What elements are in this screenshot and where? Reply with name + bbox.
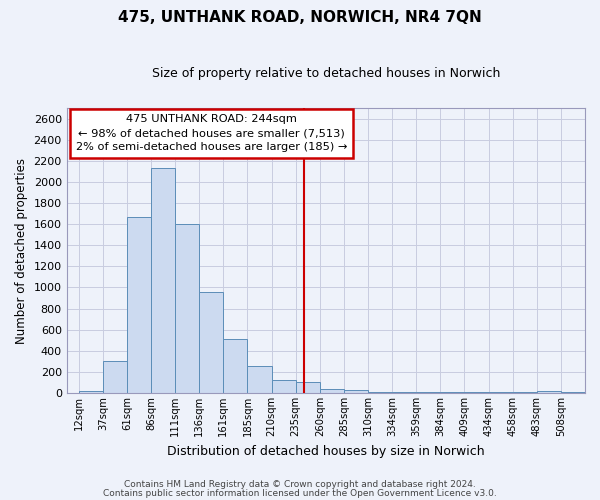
X-axis label: Distribution of detached houses by size in Norwich: Distribution of detached houses by size … bbox=[167, 444, 485, 458]
Bar bbox=[223, 339, 247, 393]
Bar bbox=[296, 382, 320, 393]
Text: 475 UNTHANK ROAD: 244sqm
← 98% of detached houses are smaller (7,513)
2% of semi: 475 UNTHANK ROAD: 244sqm ← 98% of detach… bbox=[76, 114, 347, 152]
Bar bbox=[79, 391, 103, 393]
Bar bbox=[368, 392, 392, 393]
Bar bbox=[392, 392, 416, 393]
Bar bbox=[537, 391, 561, 393]
Text: Contains public sector information licensed under the Open Government Licence v3: Contains public sector information licen… bbox=[103, 490, 497, 498]
Y-axis label: Number of detached properties: Number of detached properties bbox=[15, 158, 28, 344]
Bar bbox=[127, 217, 151, 393]
Bar bbox=[103, 362, 127, 393]
Text: 475, UNTHANK ROAD, NORWICH, NR4 7QN: 475, UNTHANK ROAD, NORWICH, NR4 7QN bbox=[118, 10, 482, 25]
Bar bbox=[175, 224, 199, 393]
Bar bbox=[464, 392, 488, 393]
Bar bbox=[199, 292, 223, 393]
Bar bbox=[561, 392, 585, 393]
Bar bbox=[488, 392, 512, 393]
Bar bbox=[416, 392, 440, 393]
Bar bbox=[512, 392, 537, 393]
Title: Size of property relative to detached houses in Norwich: Size of property relative to detached ho… bbox=[152, 68, 500, 80]
Bar bbox=[440, 392, 464, 393]
Text: Contains HM Land Registry data © Crown copyright and database right 2024.: Contains HM Land Registry data © Crown c… bbox=[124, 480, 476, 489]
Bar bbox=[272, 380, 296, 393]
Bar bbox=[151, 168, 175, 393]
Bar bbox=[320, 390, 344, 393]
Bar bbox=[247, 366, 272, 393]
Bar bbox=[344, 390, 368, 393]
